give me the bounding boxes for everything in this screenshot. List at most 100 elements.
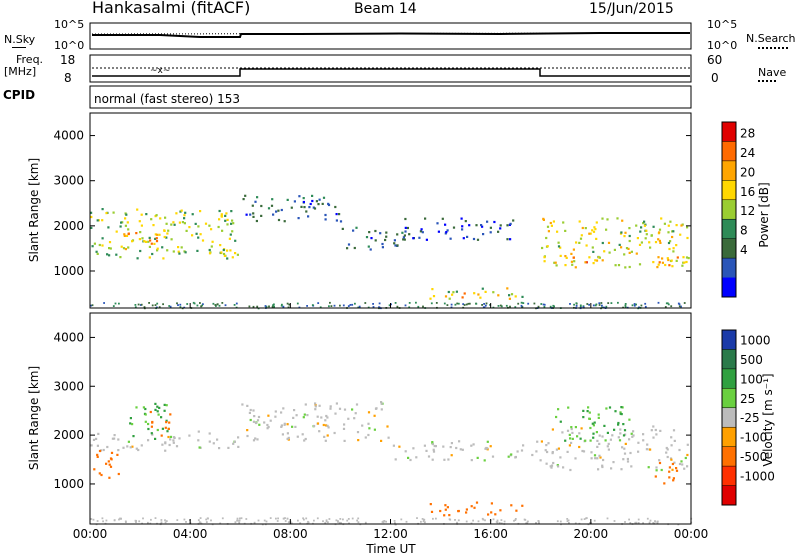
velocity-range-cell	[208, 440, 211, 443]
velocity-range-cell	[218, 447, 221, 450]
power-range-cell	[334, 205, 337, 209]
velocity-range-cell	[108, 476, 111, 479]
velocity-range-cell	[665, 446, 668, 450]
power-range-cell	[191, 234, 194, 237]
velocity-range-cell	[338, 521, 341, 524]
power-range-cell	[277, 218, 281, 222]
power-range-cell	[280, 304, 283, 307]
velocity-range-cell	[303, 518, 305, 521]
power-range-cell	[378, 306, 380, 309]
velocity-range-cell	[673, 439, 676, 442]
power-range-cell	[107, 226, 110, 229]
velocity-range-cell	[380, 402, 383, 405]
velocity-range-cell	[160, 416, 163, 419]
power-range-cell	[547, 230, 550, 233]
power-range-cell	[219, 244, 222, 247]
velocity-range-cell	[473, 506, 476, 509]
power-range-cell	[98, 243, 101, 247]
velocity-range-cell	[611, 434, 614, 437]
velocity-range-cell	[386, 425, 389, 428]
noise-tick-right-top: 10^5	[707, 18, 737, 31]
power-range-cell	[231, 230, 234, 233]
velocity-range-cell	[157, 413, 160, 416]
velocity-range-cell	[628, 418, 631, 421]
velocity-colorbar-tick: 25	[740, 392, 755, 406]
power-range-cell	[663, 222, 666, 225]
power-range-cell	[624, 266, 627, 269]
power-range-cell	[578, 220, 581, 223]
velocity-range-cell	[122, 446, 125, 449]
velocity-range-cell	[325, 424, 328, 427]
velocity-range-cell	[172, 439, 175, 442]
velocity-range-cell	[164, 442, 167, 445]
power-range-cell	[415, 301, 417, 304]
power-range-cell	[680, 224, 683, 227]
power-range-cell	[251, 204, 254, 207]
freq-glitch-mark: ~x~	[150, 66, 170, 76]
power-range-cell	[408, 306, 411, 309]
power-range-cell	[476, 238, 480, 241]
velocity-range-cell	[551, 451, 554, 454]
velocity-range-cell	[606, 517, 609, 520]
power-range-cell	[445, 231, 448, 234]
power-range-cell	[506, 224, 509, 227]
velocity-range-cell	[556, 520, 559, 523]
power-range-cell	[143, 306, 146, 308]
power-range-cell	[404, 217, 407, 221]
power-range-cell	[290, 206, 293, 209]
velocity-range-cell	[108, 463, 111, 466]
power-range-cell	[636, 237, 639, 240]
power-range-cell	[101, 237, 104, 240]
velocity-range-cell	[400, 518, 403, 521]
velocity-range-cell	[646, 443, 649, 446]
velocity-colorbar-swatch	[722, 466, 736, 487]
power-range-cell	[595, 221, 598, 224]
velocity-range-cell	[579, 437, 582, 440]
power-range-cell	[575, 302, 578, 305]
velocity-range-cell	[368, 427, 371, 430]
power-range-cell	[685, 256, 689, 259]
power-range-cell	[90, 211, 93, 214]
power-range-cell	[575, 305, 578, 307]
power-range-cell	[158, 306, 161, 308]
power-range-cell	[155, 214, 158, 217]
velocity-range-cell	[592, 432, 595, 435]
power-range-cell	[180, 246, 183, 249]
velocity-range-cell	[601, 435, 604, 438]
velocity-range-cell	[316, 422, 320, 425]
velocity-range-cell	[197, 439, 200, 442]
power-range-cell	[456, 302, 459, 305]
power-range-cell	[586, 303, 589, 305]
power-range-cell	[422, 305, 424, 308]
velocity-range-cell	[450, 454, 453, 457]
power-range-cell	[506, 287, 509, 290]
velocity-colorbar-swatch	[722, 368, 736, 389]
power-range-cell	[484, 290, 487, 293]
velocity-range-cell	[409, 458, 412, 462]
power-range-cell	[481, 225, 484, 228]
power-range-cell	[300, 205, 303, 208]
power-range-cell	[230, 222, 233, 225]
velocity-range-cell	[545, 444, 548, 447]
velocity-range-cell	[267, 414, 270, 417]
velocity-colorbar-swatch	[722, 427, 736, 448]
power-range-cell	[135, 232, 138, 235]
power-range-cell	[215, 305, 217, 307]
power-range-cell	[475, 302, 478, 305]
power-range-cell	[230, 210, 233, 213]
power-colorbar-tick: 4	[740, 243, 748, 257]
velocity-range-cell	[240, 517, 243, 520]
velocity-range-cell	[487, 513, 490, 516]
velocity-range-cell	[598, 442, 601, 445]
velocity-range-cell	[95, 437, 98, 440]
power-range-cell	[623, 235, 626, 238]
velocity-range-cell	[314, 405, 317, 408]
velocity-range-cell	[412, 447, 415, 450]
power-range-cell	[657, 238, 660, 241]
velocity-range-cell	[637, 441, 640, 444]
velocity-range-cell	[326, 434, 329, 437]
power-range-cell	[605, 228, 608, 231]
power-range-cell	[575, 241, 578, 244]
velocity-range-cell	[291, 425, 294, 428]
velocity-range-cell	[301, 433, 304, 436]
